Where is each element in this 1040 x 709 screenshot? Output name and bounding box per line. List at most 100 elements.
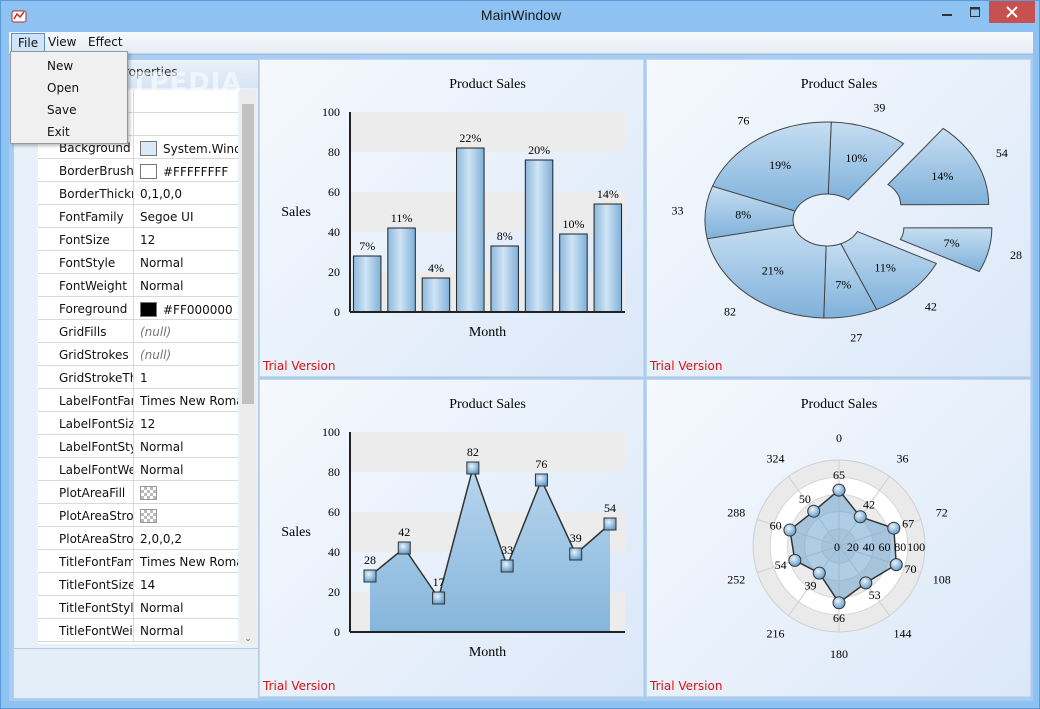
property-value[interactable]: #FFFFFFFF [135,159,238,181]
radial-tick-label: 100 [907,540,925,554]
bar [593,203,623,313]
property-value[interactable]: 0,1,0,0 [135,182,238,204]
property-value[interactable]: Normal [135,435,238,457]
radial-tick-label: 40 [863,540,875,554]
scrollbar-thumb[interactable] [242,104,254,404]
property-value[interactable]: Times New Roma [135,550,238,572]
property-value-text: Normal [140,279,184,293]
property-value-text: 1 [140,371,148,385]
property-row[interactable]: GridStrokeThi 1 [38,366,238,389]
property-value[interactable]: Normal [135,251,238,273]
property-value[interactable]: 1 [135,366,238,388]
slice-percent-label: 11% [874,261,896,275]
data-label: 53 [869,588,881,602]
property-value[interactable]: Normal [135,274,238,296]
trial-label: Trial Version [650,679,723,693]
menu-file[interactable]: File [11,33,46,52]
bar-label: 4% [428,261,444,275]
grid-band [350,432,625,472]
menu-item-open[interactable]: Open [47,81,80,95]
property-row[interactable]: PlotAreaStrok 2,0,0,2 [38,527,238,550]
property-value[interactable]: (null) [135,320,238,342]
close-button[interactable] [989,1,1035,23]
property-row[interactable]: LabelFontSize 12 [38,412,238,435]
minimize-icon [942,14,952,16]
property-row[interactable]: TitleFontStyle Normal [38,596,238,619]
area-fill [370,468,610,632]
property-value-text: Times New Roma [140,394,238,408]
minimize-button[interactable] [934,1,960,23]
property-value-text: Normal [140,463,184,477]
property-value[interactable] [135,90,238,112]
property-row[interactable]: FontSize 12 [38,228,238,251]
property-row[interactable]: GridFills (null) [38,320,238,343]
maximize-button[interactable] [962,1,988,23]
property-row[interactable]: LabelFontFam Times New Roma [38,389,238,412]
property-value[interactable]: 12 [135,228,238,250]
property-row[interactable]: Foreground #FF000000 [38,297,238,320]
property-name: LabelFontFam [38,389,134,411]
property-row[interactable]: GridStrokes (null) [38,343,238,366]
property-name: BorderBrush [38,159,134,181]
menu-item-new[interactable]: New [47,59,74,73]
property-value[interactable]: Segoe UI [135,205,238,227]
bar [387,227,416,313]
bar [524,159,554,313]
property-name: TitleFontSize [38,573,134,595]
chart-title: Product Sales [801,77,878,92]
property-value-text: #FFFFFFFF [163,165,229,179]
pie-slice [711,121,832,212]
title-bar[interactable]: MainWindow [1,1,1040,31]
property-value[interactable]: 2,0,0,2 [135,527,238,549]
pie-slice [706,224,827,319]
menu-item-exit[interactable]: Exit [47,125,70,139]
menu-item-save[interactable]: Save [47,103,77,117]
data-marker [853,510,867,524]
property-row[interactable]: FontStyle Normal [38,251,238,274]
property-value[interactable]: Normal [135,619,238,641]
property-row[interactable]: PlotAreaFill [38,481,238,504]
property-value[interactable]: 14 [135,573,238,595]
menu-effect[interactable]: Effect [88,35,123,49]
property-value[interactable]: #FF000000 [135,297,238,319]
property-value-text: Normal [140,624,184,638]
data-label: 42 [398,525,410,539]
property-row[interactable]: TitleFontWeig Normal [38,619,238,642]
y-tick-label: 80 [328,465,340,479]
angle-tick-label: 252 [727,572,745,586]
property-value[interactable] [135,481,238,503]
property-value[interactable]: System.Wind [135,136,238,158]
property-row[interactable]: TitleFontFami Times New Roma [38,550,238,573]
close-icon [1006,6,1018,18]
property-value[interactable]: Normal [135,596,238,618]
property-row[interactable]: LabelFontWei Normal [38,458,238,481]
property-row[interactable]: FontFamily Segoe UI [38,205,238,228]
y-tick-label: 80 [328,145,340,159]
slice-percent-label: 7% [835,278,851,292]
property-value[interactable] [135,504,238,526]
property-row[interactable]: TitleFontSize 14 [38,573,238,596]
properties-scrollbar[interactable] [240,90,256,644]
property-row[interactable]: BorderThickne 0,1,0,0 [38,182,238,205]
data-marker [500,559,514,573]
angle-tick-label: 108 [933,572,951,586]
angle-tick-label: 72 [936,506,948,520]
property-row[interactable]: BorderBrush #FFFFFFFF [38,159,238,182]
scroll-down-icon[interactable]: ⌄ [244,634,252,644]
data-marker [889,558,903,572]
bar [456,147,485,313]
y-tick-label: 20 [328,265,340,279]
property-value[interactable]: 12 [135,412,238,434]
property-value[interactable]: Times New Roma [135,389,238,411]
grid-band [350,112,625,152]
property-row[interactable]: FontWeight Normal [38,274,238,297]
property-value[interactable]: (null) [135,343,238,365]
property-row[interactable]: LabelFontStyl Normal [38,435,238,458]
menu-view[interactable]: View [48,35,77,49]
property-value[interactable]: Normal [135,458,238,480]
property-row[interactable]: PlotAreaStrok [38,504,238,527]
data-label: 76 [535,457,547,471]
color-swatch [140,302,157,317]
property-value[interactable] [135,113,238,135]
